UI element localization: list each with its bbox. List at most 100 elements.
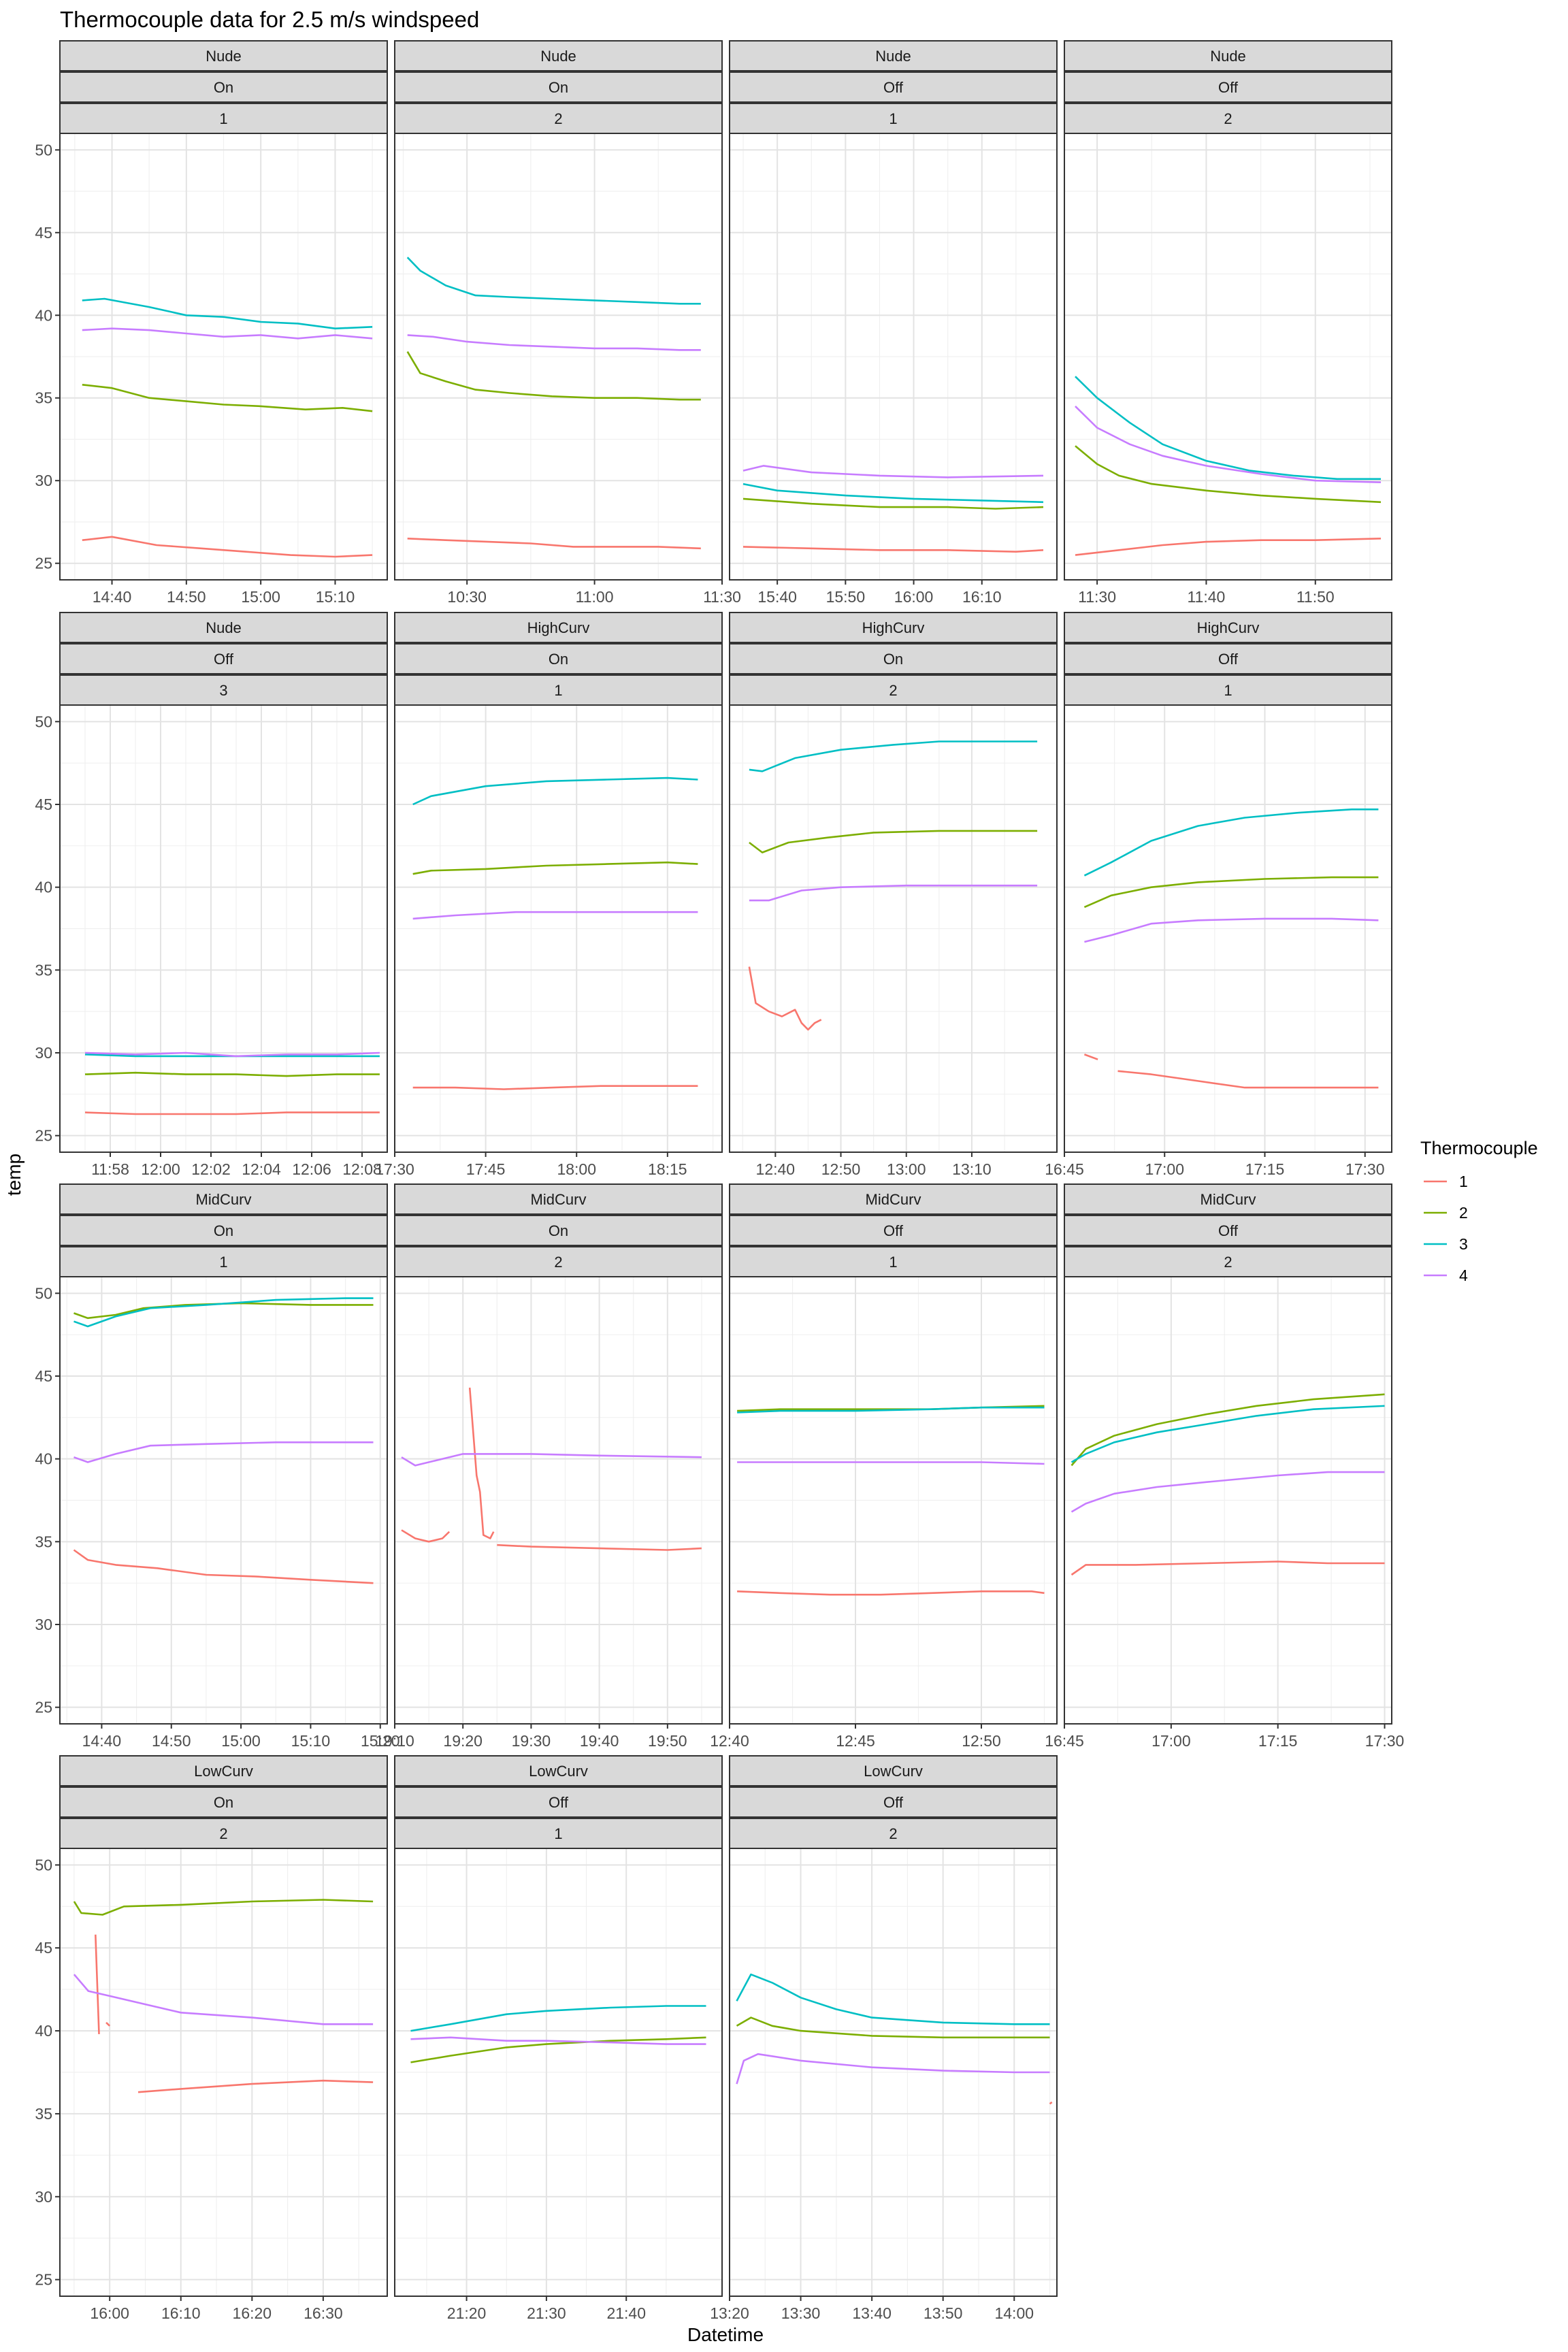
x-tick-label: 16:00 <box>894 588 934 606</box>
legend-item: 2 <box>1424 1204 1468 1222</box>
series-line-1 <box>401 1529 451 1543</box>
series-line-2 <box>736 2016 1050 2039</box>
legend: Thermocouple 1 2 3 4 <box>1420 1138 1538 1284</box>
series-line-3 <box>749 740 1038 772</box>
facet-strip <box>1064 1215 1392 1246</box>
facet-strip-label: Off <box>1218 651 1239 668</box>
y-tick-label: 30 <box>35 2188 52 2206</box>
legend-item: 4 <box>1424 1267 1468 1284</box>
x-tick-label: 14:50 <box>152 1732 191 1750</box>
series-line-1 <box>82 536 373 558</box>
y-tick-label: 35 <box>35 961 52 979</box>
x-tick-label: 13:10 <box>952 1160 992 1178</box>
series-line-3 <box>736 1973 1050 2025</box>
facet-strip <box>394 643 723 674</box>
series-line-3 <box>412 777 698 806</box>
series-line-1 <box>1117 1070 1379 1089</box>
facet-strip <box>394 1183 723 1215</box>
facet-strip-label: 2 <box>889 682 897 699</box>
x-tick-label: 17:15 <box>1245 1160 1285 1178</box>
facet-strip <box>59 674 388 706</box>
series-line-1 <box>407 538 701 550</box>
x-tick-label: 15:10 <box>316 588 355 606</box>
facet-strip-label: On <box>214 1794 233 1811</box>
series-line-3 <box>406 257 701 305</box>
x-tick-label: 13:40 <box>852 2304 892 2322</box>
facet-strip <box>1064 40 1392 71</box>
facet-strip <box>59 1818 388 1849</box>
series-line-4 <box>1071 1471 1385 1513</box>
chart-title: Thermocouple data for 2.5 m/s windspeed <box>60 7 479 32</box>
facet-strip-label: 2 <box>1224 110 1232 127</box>
facet-strip-label: Off <box>549 1794 569 1811</box>
x-tick-label: 10:30 <box>447 588 487 606</box>
panel-border <box>394 133 723 581</box>
facet-strip-label: On <box>883 651 903 668</box>
x-tick-label: 12:50 <box>821 1160 861 1178</box>
facet-panel: Nude On 2 10:30 11:00 11:30 <box>394 40 741 606</box>
series-line-1 <box>497 1544 702 1551</box>
series-line-4 <box>1075 405 1382 483</box>
series-line-2 <box>742 497 1044 510</box>
y-tick-label: 30 <box>35 472 52 489</box>
legend-item: 1 <box>1424 1173 1468 1190</box>
facet-strip-label: Off <box>883 1222 904 1239</box>
facet-strip <box>729 103 1058 134</box>
panel-border <box>59 1276 388 1725</box>
facet-strip <box>394 1786 723 1818</box>
x-tick-label: 17:15 <box>1258 1732 1298 1750</box>
y-tick-label: 45 <box>35 1367 52 1385</box>
facet-strip-label: 1 <box>554 682 562 699</box>
y-tick-label: 50 <box>35 713 52 730</box>
y-tick-label: 30 <box>35 1616 52 1633</box>
facet-strip-label: MidCurv <box>196 1191 252 1208</box>
series-line-3 <box>1075 376 1381 480</box>
y-tick-label: 40 <box>35 1450 52 1468</box>
x-tick-label: 16:10 <box>962 588 1002 606</box>
x-tick-label: 19:40 <box>580 1732 619 1750</box>
x-tick-label: 14:50 <box>167 588 206 606</box>
facet-strip <box>394 674 723 706</box>
x-tick-label: 19:10 <box>375 1732 414 1750</box>
x-tick-label: 11:40 <box>1188 588 1226 606</box>
facet-panel: LowCurv On 2 25 30 35 40 45 50 16:00 16:10 16:20 16:… <box>35 1755 388 2322</box>
panel-border <box>1064 1276 1392 1725</box>
x-tick-label: 12:06 <box>292 1160 331 1178</box>
x-tick-label: 11:50 <box>1296 588 1335 606</box>
x-tick-label: 15:00 <box>221 1732 261 1750</box>
series-line-1 <box>742 546 1044 553</box>
x-tick-label: 12:50 <box>962 1732 1001 1750</box>
series-line-1 <box>1083 1054 1098 1060</box>
y-tick-label: 30 <box>35 1044 52 1062</box>
facet-strip <box>1064 1246 1392 1277</box>
legend-item: 3 <box>1424 1235 1468 1253</box>
facet-strip-label: Nude <box>206 48 242 65</box>
x-tick-label: 19:20 <box>443 1732 483 1750</box>
facet-panel: MidCurv Off 2 16:45 17:00 17:15 17:30 <box>1045 1183 1404 1750</box>
facet-strip <box>729 1183 1058 1215</box>
facet-strip <box>1064 1183 1392 1215</box>
series-line-3 <box>74 1297 374 1328</box>
x-tick-label: 16:00 <box>90 2304 129 2322</box>
panel-border <box>729 1276 1058 1725</box>
facet-panel: HighCurv Off 1 16:45 17:00 17:15 17:30 <box>1045 612 1392 1178</box>
facet-strip <box>729 1818 1058 1849</box>
series-line-3 <box>1071 1405 1385 1463</box>
facet-panel: Nude On 1 25 30 35 40 45 50 14:40 14:50 15:00 15:10 <box>35 40 388 606</box>
facet-strip-label: 1 <box>1224 682 1232 699</box>
facet-strip <box>59 643 388 674</box>
facet-strip <box>394 1755 723 1786</box>
series-line-2 <box>84 1071 380 1077</box>
y-tick-label: 25 <box>35 1127 52 1145</box>
facet-strip <box>59 1215 388 1246</box>
legend-items: 1 2 3 4 <box>1424 1173 1468 1284</box>
series-line-4 <box>407 334 701 351</box>
facet-strip-label: Off <box>883 1794 904 1811</box>
series-line-1 <box>1071 1561 1385 1576</box>
series-line-4 <box>737 1461 1045 1465</box>
series-line-4 <box>74 1441 374 1463</box>
panel-border <box>394 1276 723 1725</box>
series-line-2 <box>406 351 701 401</box>
facet-strip-label: 1 <box>889 110 897 127</box>
